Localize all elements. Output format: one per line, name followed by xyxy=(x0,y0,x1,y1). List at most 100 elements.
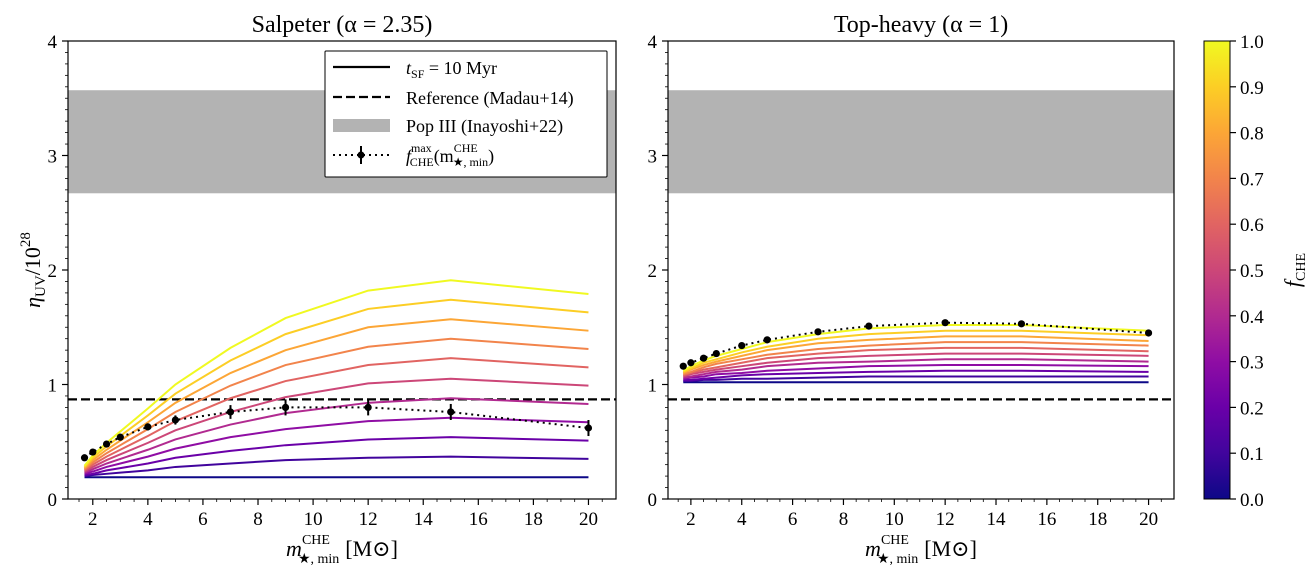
fmax-point xyxy=(447,408,455,416)
colorbar-tick-label: 0.9 xyxy=(1240,78,1264,99)
x-tick-label: 6 xyxy=(198,509,208,530)
colorbar-tick-label: 0.1 xyxy=(1240,444,1264,465)
series-line-f0.4 xyxy=(683,358,1149,379)
series-line-f0.4 xyxy=(84,397,589,474)
x-tick-label: 14 xyxy=(987,509,1007,530)
x-tick-label: 18 xyxy=(524,509,543,530)
fmax-point xyxy=(1144,329,1153,337)
x-tick-label: 2 xyxy=(88,509,98,530)
x-tick-label: 10 xyxy=(885,509,904,530)
colorbar-label: fCHE xyxy=(1280,253,1309,287)
x-tick-label: 18 xyxy=(1088,509,1107,530)
series-line-f0.1 xyxy=(683,375,1149,383)
fmax-point xyxy=(679,362,687,370)
legend-band-swatch xyxy=(333,119,390,132)
series-line-f0.8 xyxy=(83,318,589,469)
colorbar-gradient xyxy=(1203,40,1231,500)
series-line-f0.5 xyxy=(84,377,589,473)
salpeter-panel: Salpeter (α = 2.35) 2 4 6 8 10 12 14 16 18 200123… xyxy=(18,12,617,567)
x-tick-label: 16 xyxy=(469,509,488,530)
x-tick-label: 4 xyxy=(143,509,153,530)
fmax-point xyxy=(763,336,771,344)
fmax-point xyxy=(1017,320,1026,328)
x-tick-label: 4 xyxy=(737,509,747,530)
y-tick-label: 3 xyxy=(48,147,58,168)
colorbar-tick-label: 0.5 xyxy=(1240,261,1264,282)
legend-entry-reference: Reference (Madau+14) xyxy=(406,88,574,109)
panel-title: Top-heavy (α = 1) xyxy=(834,12,1008,38)
fmax-point xyxy=(364,403,372,411)
fmax-point xyxy=(814,328,822,336)
x-tick-label: 10 xyxy=(304,509,323,530)
y-tick-label: 1 xyxy=(648,376,658,397)
x-tick-label: 6 xyxy=(788,509,798,530)
fmax-point xyxy=(144,423,152,431)
series-line-f0.6 xyxy=(682,346,1149,377)
fmax-point xyxy=(80,454,89,462)
y-tick-label: 2 xyxy=(48,261,58,282)
panel-title: Salpeter (α = 2.35) xyxy=(252,12,433,38)
colorbar: 0.0 0.1 0.2 0.3 0.4 0.5 0.6 0.7 0.8 0.9 1.0 fCHE xyxy=(1203,32,1309,511)
legend: tSF = 10 Myr Reference (Madau+14) Pop II… xyxy=(324,50,608,178)
fmax-point xyxy=(941,319,949,327)
series-line-f0.9 xyxy=(682,329,1149,373)
series-line-f0.7 xyxy=(83,337,589,470)
x-axis-label: mCHE ★, min [M⊙] xyxy=(865,533,977,567)
colorbar-tick-label: 0.2 xyxy=(1240,398,1264,419)
series-line-f0.2 xyxy=(683,369,1149,381)
colorbar-tick-label: 1.0 xyxy=(1240,32,1264,53)
series-line-f0.7 xyxy=(682,341,1149,376)
x-tick-label: 12 xyxy=(936,509,955,530)
top-heavy-panel: Top-heavy (α = 1) 2 4 6 8 10 12 14 16 18 2001234 … xyxy=(648,12,1175,567)
legend-entry-fmax: fmax CHE(mCHE ★, min) xyxy=(406,141,494,169)
fmax-point xyxy=(584,424,593,432)
fmax-point xyxy=(738,341,746,350)
fmax-point xyxy=(226,408,235,416)
fmax-point xyxy=(89,448,97,456)
x-tick-label: 8 xyxy=(839,509,849,530)
fmax-point xyxy=(687,359,695,367)
series-line-f0.8 xyxy=(682,335,1149,374)
series-line-f1.0 xyxy=(83,279,589,467)
fmax-point xyxy=(171,416,179,424)
y-tick-label: 4 xyxy=(48,32,58,53)
x-tick-label: 2 xyxy=(686,509,696,530)
series-line-f0.5 xyxy=(682,352,1149,378)
fmax-point xyxy=(712,349,720,358)
colorbar-tick-label: 0.7 xyxy=(1240,169,1264,190)
popiii-band xyxy=(668,90,1174,194)
x-axis-label: mCHE ★, min [M⊙] xyxy=(286,533,398,567)
colorbar-tick-label: 0.8 xyxy=(1240,124,1264,145)
legend-frame xyxy=(324,50,608,178)
colorbar-tick-label: 0.6 xyxy=(1240,215,1264,236)
legend-marker xyxy=(357,151,365,159)
fmax-point xyxy=(865,322,873,330)
series-line-f0.2 xyxy=(84,436,589,476)
fmax-point xyxy=(102,440,111,448)
fmax-point xyxy=(281,403,290,411)
y-tick-label: 2 xyxy=(648,261,658,282)
legend-entry-popiii: Pop III (Inayoshi+22) xyxy=(406,116,563,137)
series-line-f0.1 xyxy=(84,455,589,478)
colorbar-tick-label: 0.0 xyxy=(1240,490,1264,511)
fmax-point xyxy=(699,354,708,362)
y-tick-label: 0 xyxy=(648,490,658,511)
series-line-f0.3 xyxy=(84,416,589,475)
series-line-f0.3 xyxy=(683,364,1149,380)
series-line-f0.9 xyxy=(83,298,589,468)
fmax-point xyxy=(116,433,124,441)
y-tick-label: 1 xyxy=(48,376,58,397)
x-tick-label: 20 xyxy=(1139,509,1158,530)
x-tick-label: 8 xyxy=(253,509,263,530)
colorbar-tick-label: 0.4 xyxy=(1240,307,1264,328)
x-tick-label: 20 xyxy=(579,509,598,530)
y-tick-label: 0 xyxy=(48,490,58,511)
y-tick-label: 4 xyxy=(648,32,658,53)
y-tick-label: 3 xyxy=(648,147,658,168)
y-axis-label: ηUV/1028 xyxy=(18,232,49,308)
x-tick-label: 12 xyxy=(359,509,378,530)
x-tick-label: 14 xyxy=(414,509,434,530)
fmax-dotted-line xyxy=(83,406,589,459)
colorbar-tick-label: 0.3 xyxy=(1240,353,1264,374)
